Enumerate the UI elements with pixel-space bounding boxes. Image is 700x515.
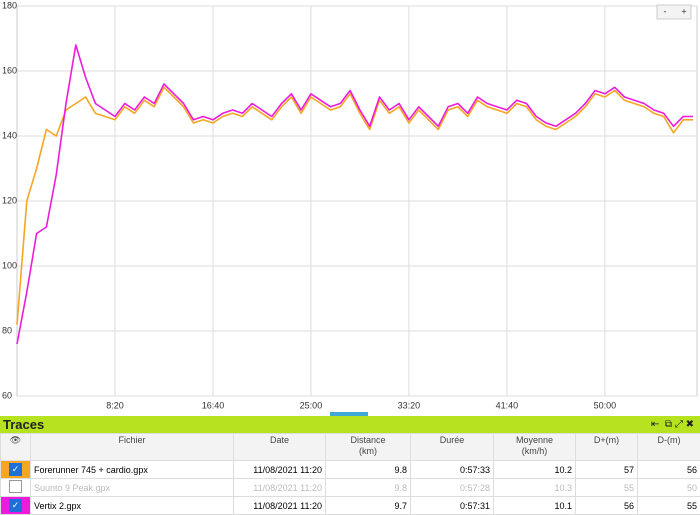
column-header[interactable]: Distance (km) xyxy=(326,434,411,461)
column-header[interactable]: Durée xyxy=(411,434,494,461)
cell: 10.1 xyxy=(494,497,576,515)
color-cell xyxy=(1,479,31,497)
y-tick-label: 180 xyxy=(2,0,17,10)
cell: 0:57:31 xyxy=(411,497,494,515)
panel-title: Traces xyxy=(3,417,44,432)
eye-column[interactable]: 👁 xyxy=(1,434,31,461)
cell: 56 xyxy=(638,461,700,479)
cell: 55 xyxy=(638,497,700,515)
y-tick-label: 160 xyxy=(2,65,17,75)
visibility-checkbox[interactable]: ✓ xyxy=(9,499,22,512)
panel-icons[interactable]: ⇤ ⧉ ⤢ ✖ xyxy=(651,416,694,433)
cell: Suunto 9 Peak.gpx xyxy=(31,479,234,497)
cell: 56 xyxy=(576,497,638,515)
color-cell: ✓ xyxy=(1,497,31,515)
cell: 55 xyxy=(576,479,638,497)
x-tick-label: 8:20 xyxy=(106,400,124,410)
chart: 60 80 100 120 140 160 180 8:20 16:40 25:00 33:20 41… xyxy=(0,0,700,416)
cell: 9.8 xyxy=(326,461,411,479)
y-tick-label: 60 xyxy=(2,390,12,400)
y-tick-label: 120 xyxy=(2,195,17,205)
x-tick-label: 41:40 xyxy=(496,400,519,410)
y-tick-label: 100 xyxy=(2,260,17,270)
x-tick-label: 33:20 xyxy=(398,400,421,410)
panel-header: Traces ⇤ ⧉ ⤢ ✖ xyxy=(0,416,700,433)
cell: Vertix 2.gpx xyxy=(31,497,234,515)
x-tick-label: 50:00 xyxy=(594,400,617,410)
column-header[interactable]: D+(m) xyxy=(576,434,638,461)
visibility-checkbox[interactable]: ✓ xyxy=(9,463,22,476)
zoom-in[interactable]: + xyxy=(681,6,686,16)
visibility-checkbox[interactable] xyxy=(9,480,22,493)
y-tick-label: 140 xyxy=(2,130,17,140)
y-tick-label: 80 xyxy=(2,325,12,335)
cell: Forerunner 745 + cardio.gpx xyxy=(31,461,234,479)
cell: 50 xyxy=(638,479,700,497)
cell: 10.2 xyxy=(494,461,576,479)
column-header[interactable]: Date xyxy=(234,434,326,461)
column-header[interactable]: Moyenne (km/h) xyxy=(494,434,576,461)
cell: 11/08/2021 11:20 xyxy=(234,461,326,479)
cell: 9.8 xyxy=(326,479,411,497)
cell: 0:57:28 xyxy=(411,479,494,497)
color-cell: ✓ xyxy=(1,461,31,479)
cell: 0:57:33 xyxy=(411,461,494,479)
cell: 57 xyxy=(576,461,638,479)
column-header[interactable]: Fichier xyxy=(31,434,234,461)
x-tick-label: 16:40 xyxy=(202,400,225,410)
cell: 11/08/2021 11:20 xyxy=(234,497,326,515)
cell: 10.3 xyxy=(494,479,576,497)
plot: 60 80 100 120 140 160 180 8:20 16:40 25:00 33:20 41… xyxy=(2,0,697,410)
x-tick-label: 25:00 xyxy=(300,400,323,410)
zoom-out[interactable]: - xyxy=(664,6,667,16)
column-header[interactable]: D-(m) xyxy=(638,434,700,461)
cell: 11/08/2021 11:20 xyxy=(234,479,326,497)
cell: 9.7 xyxy=(326,497,411,515)
